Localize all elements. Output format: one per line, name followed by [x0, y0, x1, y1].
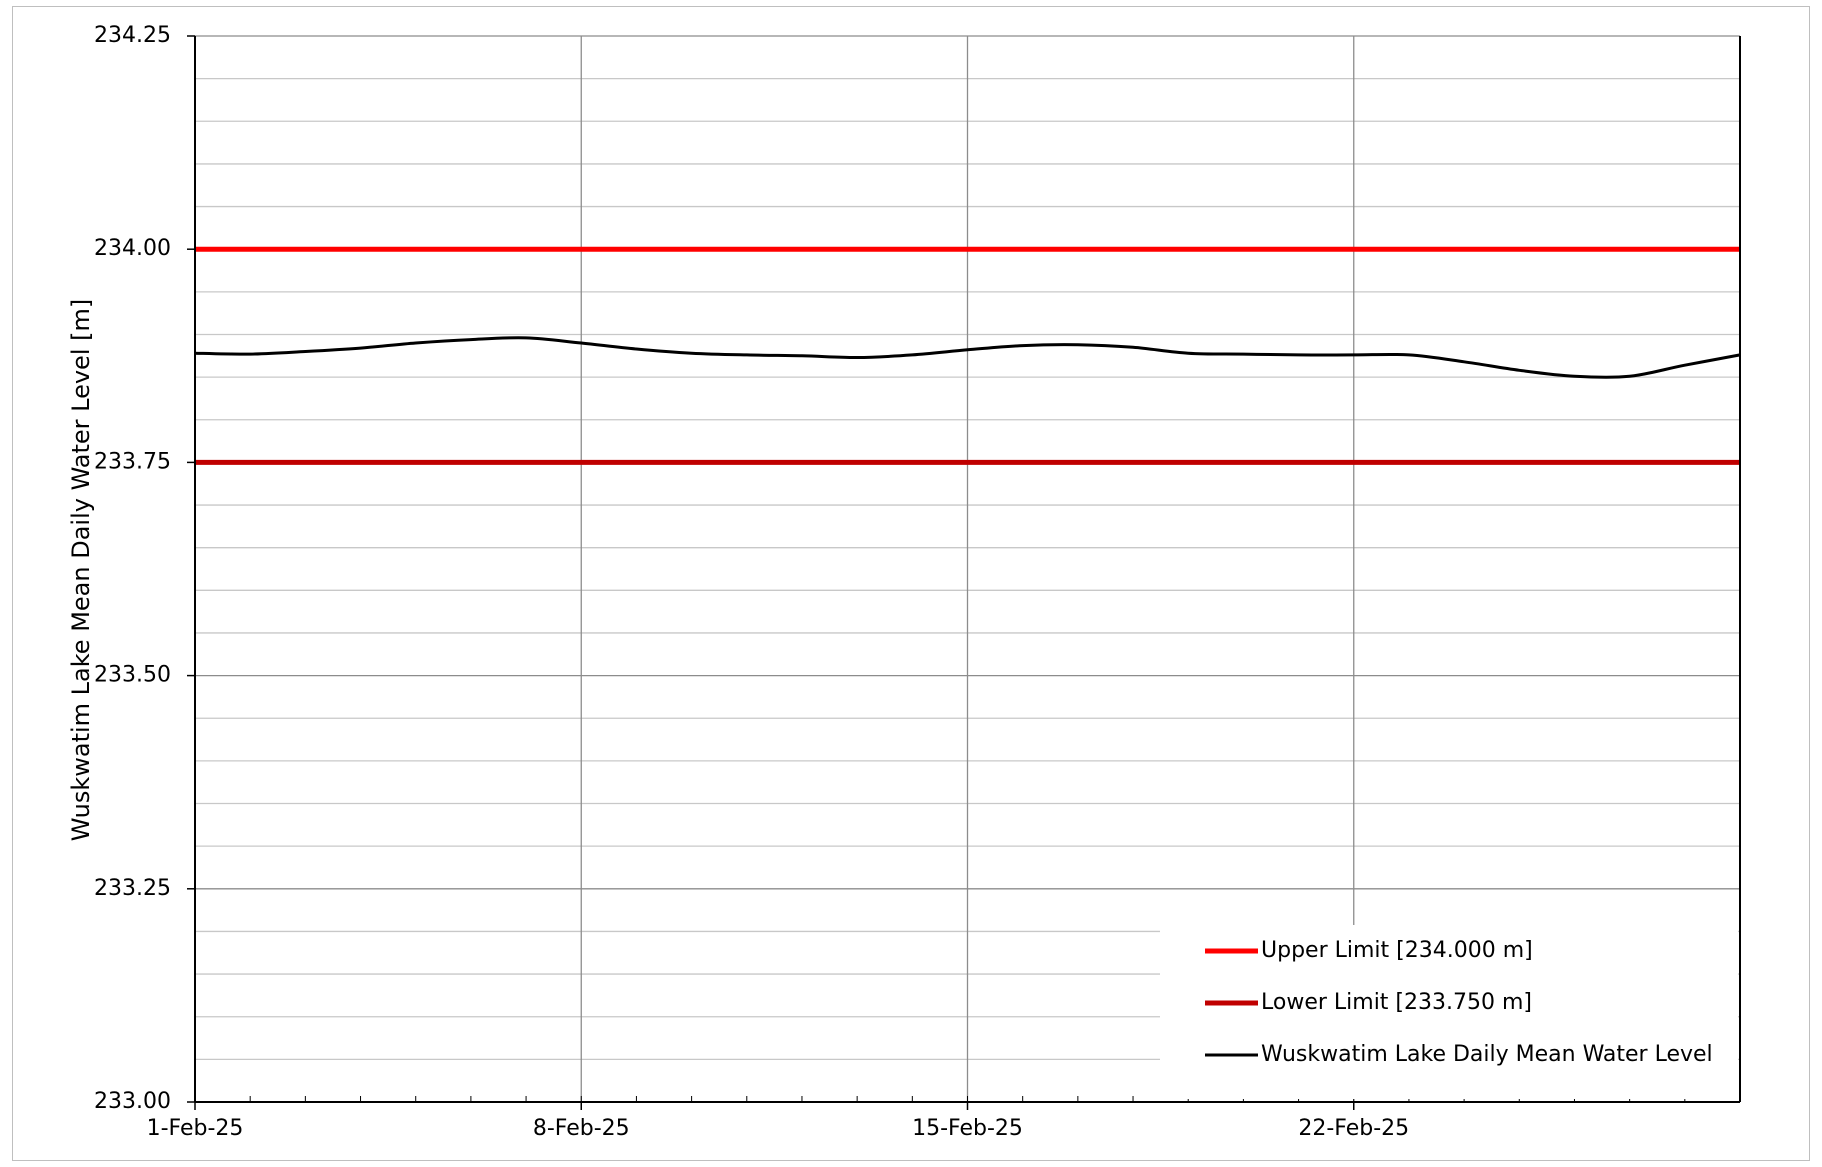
x-tick-label: 15-Feb-25 [912, 1116, 1023, 1141]
water-level-line [194, 336, 1741, 379]
y-tick-label: 233.00 [94, 1089, 171, 1114]
y-axis-title: Wuskwatim Lake Mean Daily Water Level [m… [67, 299, 95, 841]
x-tick-label: 8-Feb-25 [533, 1116, 630, 1141]
tick-labels: 233.00 233.25 233.50 233.75 234.00 234.25 1-Fe… [94, 23, 1409, 1141]
x-tick-label: 1-Feb-25 [147, 1116, 244, 1141]
legend: Upper Limit [234.000 m] Lower Limit [233.… [1160, 925, 1738, 1099]
y-tick-label: 234.25 [94, 23, 171, 48]
y-tick-label: 233.50 [94, 663, 171, 688]
legend-box [1160, 925, 1738, 1099]
series-layer [194, 246, 1741, 465]
y-tick-label: 233.75 [94, 449, 171, 474]
legend-label: Upper Limit [234.000 m] [1261, 938, 1533, 963]
y-tick-label: 234.00 [94, 236, 171, 261]
x-tick-label: 22-Feb-25 [1298, 1116, 1409, 1141]
y-tick-label: 233.25 [94, 876, 171, 901]
legend-label: Wuskwatim Lake Daily Mean Water Level [1261, 1042, 1713, 1067]
axes [187, 35, 1741, 1110]
legend-label: Lower Limit [233.750 m] [1261, 990, 1532, 1015]
